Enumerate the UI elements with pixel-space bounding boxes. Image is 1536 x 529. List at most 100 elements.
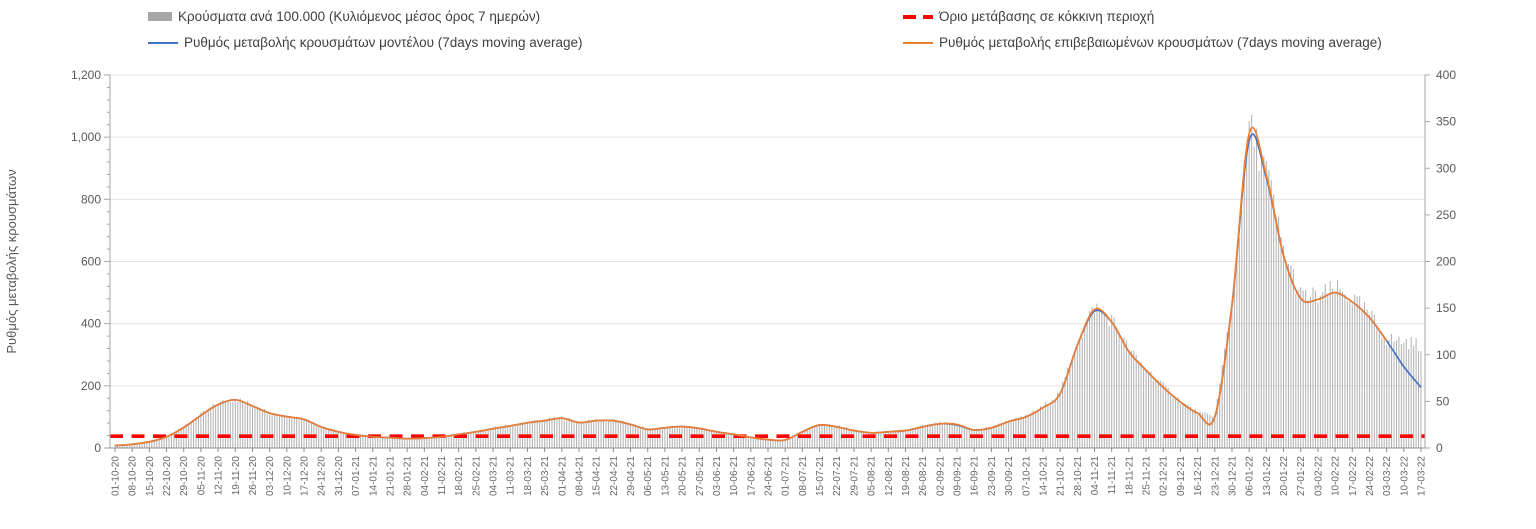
x-axis-tick-label: 24-06-21 [764, 456, 775, 496]
right-axis-tick-label: 350 [1436, 115, 1456, 129]
right-axis-tick-label: 100 [1436, 348, 1456, 362]
orange-line-icon [903, 41, 933, 44]
x-axis-tick-label: 19-08-21 [901, 456, 912, 496]
x-axis-tick-label: 13-05-21 [660, 456, 671, 496]
x-axis-tick-label: 01-10-20 [111, 456, 122, 496]
left-axis-tick-label: 1,000 [71, 130, 101, 144]
x-axis-tick-label: 15-10-20 [145, 456, 156, 496]
x-axis-tick-label: 14-01-21 [368, 456, 379, 496]
x-axis-tick-label: 27-05-21 [695, 456, 706, 496]
x-axis-tick-label: 30-09-21 [1004, 456, 1015, 496]
x-axis-tick-label: 11-11-21 [1107, 456, 1118, 495]
x-axis-tick-label: 18-11-21 [1124, 456, 1135, 496]
x-axis-tick-label: 15-07-21 [815, 456, 826, 496]
x-axis-tick-label: 12-11-20 [214, 456, 225, 496]
x-axis-tick-label: 17-02-22 [1348, 456, 1359, 496]
legend-label-cases-per-100k: Κρούσματα ανά 100.000 (Κυλιόμενος μέσος … [178, 9, 541, 24]
confirmed-rate-line [114, 126, 1388, 447]
x-axis-tick-label: 06-01-22 [1245, 456, 1256, 496]
left-axis-tick-label: 1,200 [71, 68, 101, 82]
legend-item-confirmed-rate: Ρυθμός μεταβολής επιβεβαιωμένων κρουσμάτ… [903, 35, 1382, 50]
legend-label-confirmed-rate: Ρυθμός μεταβολής επιβεβαιωμένων κρουσμάτ… [939, 35, 1382, 50]
x-axis-tick-label: 07-01-21 [351, 456, 362, 496]
x-axis-tick-label: 26-08-21 [918, 456, 929, 496]
x-axis-tick-label: 25-02-21 [471, 456, 482, 496]
left-axis-tick-label: 600 [81, 255, 101, 269]
legend-item-cases-per-100k: Κρούσματα ανά 100.000 (Κυλιόμενος μέσος … [148, 9, 540, 24]
x-axis-tick-label: 20-05-21 [678, 456, 689, 496]
x-axis-tick-label: 06-05-21 [643, 456, 654, 496]
x-axis-tick-label: 28-01-21 [403, 456, 414, 496]
x-axis-tick-label: 17-03-22 [1417, 456, 1428, 496]
legend: Κρούσματα ανά 100.000 (Κυλιόμενος μέσος … [0, 0, 1536, 60]
x-axis-tick-label: 09-09-21 [953, 456, 964, 496]
right-axis-tick-label: 400 [1436, 68, 1456, 82]
legend-item-model-rate: Ρυθμός μεταβολής κρουσμάτων μοντέλου (7d… [148, 35, 583, 50]
x-axis-tick-label: 21-10-21 [1056, 456, 1067, 496]
x-axis-tick-label: 08-04-21 [574, 456, 585, 496]
x-axis-tick-label: 11-02-21 [437, 456, 448, 496]
legend-item-red-threshold: Όριο μετάβασης σε κόκκινη περιοχή [903, 9, 1154, 24]
x-axis-tick-label: 07-10-21 [1021, 456, 1032, 496]
x-axis-tick-label: 20-01-22 [1279, 456, 1290, 496]
x-axis-tick-label: 10-03-22 [1399, 456, 1410, 496]
x-axis-tick-label: 15-04-21 [592, 456, 603, 496]
x-axis-tick-label: 10-06-21 [729, 456, 740, 496]
x-axis-tick-label: 09-12-21 [1176, 456, 1187, 496]
x-axis-tick-label: 12-08-21 [884, 456, 895, 496]
x-axis-tick-label: 03-02-22 [1313, 456, 1324, 496]
left-axis-tick-label: 200 [81, 379, 101, 393]
bar-swatch-icon [148, 12, 172, 21]
x-axis-tick-label: 13-01-22 [1262, 456, 1273, 496]
x-axis-tick-label: 10-02-22 [1331, 456, 1342, 496]
x-axis-tick-label: 01-07-21 [781, 456, 792, 496]
x-axis-tick-label: 16-09-21 [970, 456, 981, 496]
x-axis-tick-label: 03-12-20 [265, 456, 276, 496]
x-axis-tick-label: 17-12-20 [300, 456, 311, 496]
x-axis-tick-label: 01-04-21 [557, 456, 568, 496]
right-axis-tick-label: 0 [1436, 441, 1443, 455]
x-axis-tick-label: 11-03-21 [506, 456, 517, 496]
x-axis-tick-label: 27-01-22 [1296, 456, 1307, 496]
x-axis-tick-label: 29-10-20 [179, 456, 190, 496]
x-axis-tick-label: 05-08-21 [867, 456, 878, 496]
x-axis-tick-label: 24-12-20 [317, 456, 328, 496]
x-axis-tick-label: 25-03-21 [540, 456, 551, 496]
x-axis-tick-label: 29-04-21 [626, 456, 637, 496]
x-axis-tick-label: 22-10-20 [162, 456, 173, 496]
x-axis-tick-label: 22-07-21 [832, 456, 843, 496]
x-axis-tick-label: 08-07-21 [798, 456, 809, 496]
x-axis-tick-label: 03-03-22 [1382, 456, 1393, 496]
x-axis-tick-label: 16-12-21 [1193, 456, 1204, 496]
dashed-line-icon [903, 14, 933, 19]
gridlines [110, 74, 1425, 387]
cases-bars [114, 114, 1422, 448]
x-axis-tick-label: 31-12-20 [334, 456, 345, 496]
x-axis-tick-label: 28-10-21 [1073, 456, 1084, 496]
legend-label-model-rate: Ρυθμός μεταβολής κρουσμάτων μοντέλου (7d… [184, 35, 583, 50]
right-axis-tick-label: 50 [1436, 394, 1450, 408]
x-axis-tick-label: 02-09-21 [935, 456, 946, 496]
right-axis-tick-label: 150 [1436, 301, 1456, 315]
x-axis-tick-label: 04-11-21 [1090, 456, 1101, 496]
x-axis-tick-label: 02-12-21 [1159, 456, 1170, 496]
x-axis-tick-label: 24-02-22 [1365, 456, 1376, 496]
right-axis-tick-label: 200 [1436, 255, 1456, 269]
x-axis-tick-label: 25-11-21 [1142, 456, 1153, 496]
x-axis-tick-label: 08-10-20 [128, 456, 139, 496]
x-axis-tick-label: 17-06-21 [746, 456, 757, 496]
x-axis-tick-label: 04-02-21 [420, 456, 431, 496]
x-axis-tick-label: 26-11-20 [248, 456, 259, 496]
axis-ticks [104, 74, 1430, 452]
legend-label-red-threshold: Όριο μετάβασης σε κόκκινη περιοχή [939, 9, 1155, 24]
x-axis-tick-label: 18-03-21 [523, 456, 534, 496]
left-axis-tick-label: 0 [94, 441, 101, 455]
left-axis-tick-label: 800 [81, 192, 101, 206]
x-axis-tick-label: 29-07-21 [849, 456, 860, 496]
x-axis-tick-label: 10-12-20 [282, 456, 293, 496]
x-axis-tick-label: 22-04-21 [609, 456, 620, 496]
x-axis-tick-label: 03-06-21 [712, 456, 723, 496]
blue-line-icon [148, 41, 178, 44]
